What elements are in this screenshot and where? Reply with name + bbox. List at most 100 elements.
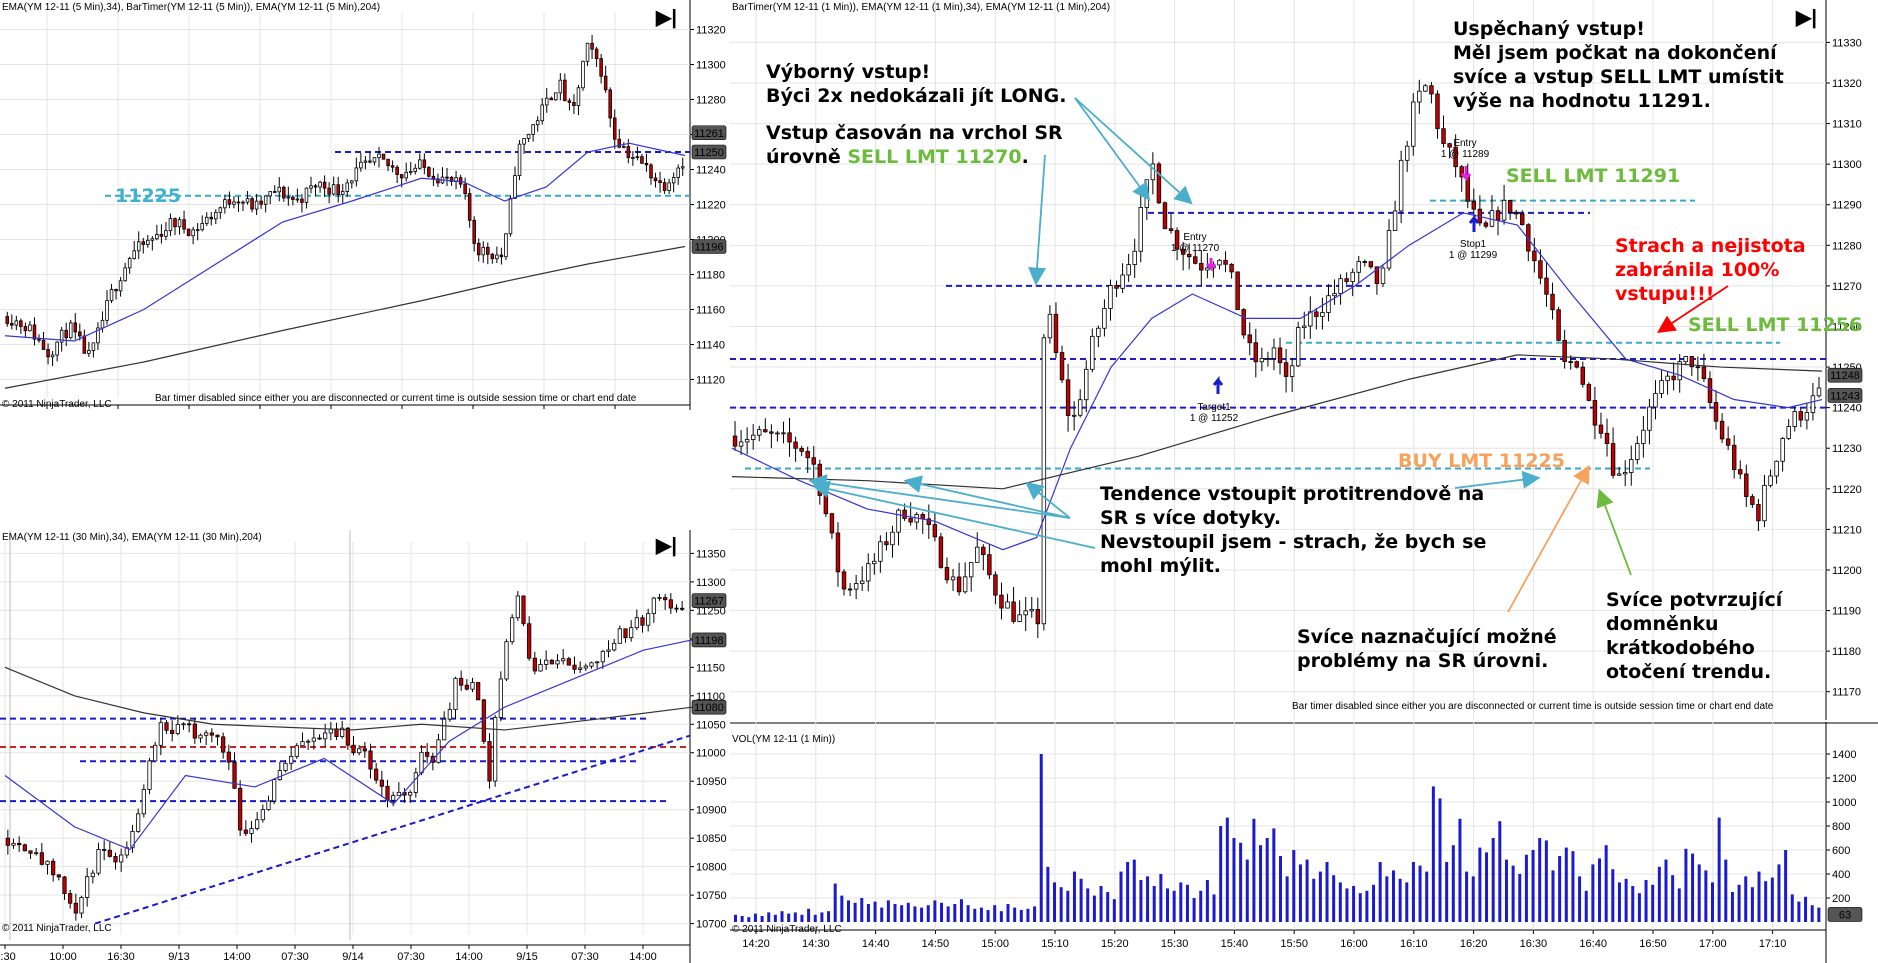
sell-arrow-icon — [1460, 166, 1472, 182]
scroll-to-end-icon[interactable]: ▶| — [656, 535, 677, 557]
volume-bar — [880, 907, 884, 922]
candle — [1253, 342, 1259, 363]
candle — [538, 663, 543, 672]
candle — [368, 160, 372, 163]
candle — [1344, 278, 1349, 282]
annotation-sell-11291: SELL LMT 11291 — [1506, 165, 1681, 187]
candle — [640, 617, 645, 626]
volume-bar — [1358, 893, 1362, 922]
volume-bar — [1584, 890, 1588, 922]
volume-bar — [827, 911, 831, 922]
candle — [37, 338, 41, 341]
candle — [359, 161, 363, 169]
candle — [1641, 429, 1646, 444]
candle — [413, 772, 418, 793]
chart-1min-panel: 11170 11180 11190 11200 11210 11220 11230 11240… — [730, 0, 1878, 720]
ema34-line — [4, 142, 686, 342]
candle — [1804, 412, 1810, 421]
volume-bar — [1152, 886, 1156, 922]
candle — [22, 844, 27, 852]
volume-bar — [1770, 877, 1774, 922]
y-tick-label: 11170 — [1832, 687, 1861, 699]
candle — [476, 242, 481, 256]
annotation-line: Uspěchaný vstup! — [1453, 18, 1645, 40]
x-tick-label: 10:00 — [49, 951, 77, 963]
volume-bar — [1033, 906, 1037, 922]
x-tick-label: 9/13 — [168, 951, 189, 963]
chart-5min-bartimer-note: Bar timer disabled since either you are … — [155, 393, 637, 404]
candle — [635, 156, 640, 159]
y-tick-label: 10700 — [696, 919, 727, 931]
candle — [55, 341, 59, 356]
candle — [141, 789, 146, 815]
candle — [1017, 614, 1022, 622]
candle — [1126, 264, 1131, 276]
candle — [1786, 426, 1791, 439]
candle — [1598, 424, 1604, 434]
volume-bar — [1106, 892, 1110, 922]
candle — [254, 200, 259, 210]
candle — [45, 860, 50, 865]
candle — [544, 659, 549, 665]
volume-bar — [800, 914, 804, 922]
candle — [173, 218, 177, 228]
candle — [567, 100, 572, 103]
candle — [463, 183, 467, 195]
volume-bar — [866, 904, 870, 922]
target-marker-value: 1 @ 11252 — [1190, 413, 1239, 424]
candle — [640, 156, 644, 164]
candle — [612, 642, 617, 651]
annotation-line: vstupu!!! — [1615, 283, 1715, 305]
candle — [981, 546, 986, 556]
scroll-to-end-icon[interactable]: ▶| — [656, 7, 677, 29]
candle — [158, 722, 163, 746]
candle — [555, 660, 560, 665]
y-tick-label: 11240 — [1832, 403, 1862, 415]
chart-1min-title: BarTimer(YM 12-11 (1 Min)), EMA(YM 12-11… — [732, 2, 1111, 13]
candle — [841, 571, 847, 590]
volume-bar — [1418, 865, 1422, 922]
volume-bar — [1737, 884, 1741, 922]
candle — [1283, 362, 1289, 377]
candle — [50, 354, 55, 358]
candle — [1271, 347, 1277, 359]
candle — [1168, 228, 1174, 232]
volume-bar — [1784, 850, 1788, 922]
candle — [1671, 375, 1676, 381]
candle — [1229, 263, 1234, 273]
candle — [658, 180, 662, 184]
volume-bar — [906, 902, 910, 922]
y-tick-label: 11150 — [696, 662, 725, 674]
candle — [447, 709, 452, 720]
candle — [932, 524, 938, 538]
entry-marker-value: 1 @ 11289 — [1441, 149, 1490, 160]
candle — [304, 187, 309, 203]
candle — [226, 751, 231, 763]
candle — [1035, 609, 1041, 625]
volume-bar — [1398, 878, 1402, 922]
candle — [260, 809, 265, 821]
candle — [277, 770, 282, 781]
candle — [662, 182, 667, 191]
candle — [1071, 414, 1077, 417]
candle — [612, 117, 617, 140]
candle — [823, 495, 829, 515]
candle — [599, 58, 603, 77]
candle — [317, 737, 322, 740]
volume-bar — [1664, 859, 1668, 922]
candle — [127, 258, 132, 269]
candle — [372, 157, 377, 163]
candle — [431, 175, 436, 180]
volume-bar — [893, 904, 897, 922]
candle — [175, 723, 180, 734]
candle — [294, 745, 299, 757]
candle — [1683, 356, 1688, 363]
y-tick-label: 11050 — [696, 719, 726, 731]
candle — [1604, 432, 1610, 445]
chart-30min-title: EMA(YM 12-11 (30 Min),34), EMA(YM 12-11 … — [2, 532, 262, 543]
candle — [634, 617, 639, 629]
candle — [1592, 400, 1598, 426]
candle — [499, 254, 504, 258]
volume-bar — [1624, 878, 1628, 922]
scroll-to-end-icon[interactable]: ▶| — [1796, 7, 1817, 29]
